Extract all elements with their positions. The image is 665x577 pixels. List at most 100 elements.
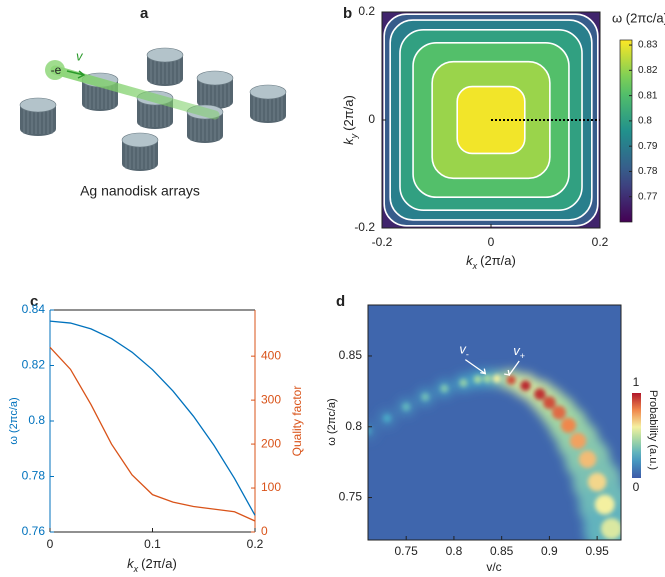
- electron-label: -e: [51, 63, 62, 77]
- x-tick-label: -0.2: [372, 235, 393, 249]
- probability-core: [578, 450, 597, 469]
- core-layer: [368, 374, 621, 540]
- x-tick-label: 0.75: [395, 544, 419, 558]
- annotation-sub: +: [520, 351, 525, 361]
- annotation: v-: [459, 342, 469, 360]
- disk-body: [137, 98, 173, 129]
- probability-core: [506, 375, 516, 385]
- x-axis-label: kx (2π/a): [466, 253, 516, 271]
- electron-beam: [50, 65, 220, 120]
- y-axis-label: ω (2πc/a): [326, 398, 338, 445]
- annotation-arrow: [504, 360, 520, 376]
- disk-top: [196, 70, 234, 86]
- x-tick-label: 0.95: [585, 544, 609, 558]
- line-series: [49, 346, 256, 522]
- y-axis-label: ky (2π/a): [341, 95, 359, 145]
- probability-core: [543, 396, 556, 410]
- x-tick-label: 0: [47, 537, 54, 551]
- y2-tick-label: 300: [261, 392, 281, 406]
- y-tick-label: 0: [368, 112, 375, 126]
- probability-core: [402, 402, 411, 411]
- disk-body: [250, 92, 286, 123]
- velocity-arrow: [66, 70, 86, 79]
- colorbar-tick-label: 0.82: [638, 65, 658, 76]
- probability-core: [569, 432, 587, 450]
- probability-core: [594, 494, 615, 515]
- annotation-main: v: [459, 342, 467, 357]
- colorbar-tick-label: 0.78: [638, 166, 658, 177]
- x-tick-label: 0.2: [247, 537, 264, 551]
- y-tick-label: -0.2: [354, 220, 375, 234]
- colorbar-tick-label: 0.83: [638, 40, 658, 51]
- y-tick-label: 0.82: [22, 358, 46, 372]
- x-tick-label: 0.8: [446, 544, 463, 558]
- y-axis-label-main: k: [341, 137, 356, 145]
- x-axis-label-unit: (2π/a): [141, 556, 177, 571]
- y-tick-label: 0.84: [22, 302, 46, 316]
- x-tick-label: 0.85: [490, 544, 514, 558]
- panel-label: d: [336, 293, 345, 310]
- probability-core: [440, 384, 449, 393]
- disk-top: [146, 47, 184, 63]
- y-tick-label: 0.78: [22, 469, 46, 483]
- colorbar-tick-label: 0.77: [638, 191, 658, 202]
- x-axis-label-sub: x: [133, 564, 139, 574]
- y2-tick-label: 100: [261, 480, 281, 494]
- y-axis-label-unit: (2π/a): [341, 95, 356, 131]
- line-series: [49, 320, 256, 516]
- colorbar-label: ω (2πc/a): [612, 10, 665, 25]
- annotation: v+: [513, 343, 525, 361]
- disk-body: [20, 105, 56, 136]
- y2-axis-label: Quality factor: [290, 386, 304, 457]
- plot-frame: [367, 304, 622, 541]
- panel-label: b: [343, 5, 352, 22]
- y2-tick-label: 0: [261, 524, 268, 538]
- y-tick-label: 0.8: [28, 413, 45, 427]
- x-axis-label: v/c: [486, 560, 501, 574]
- probability-core: [534, 388, 546, 400]
- colorbar-tick-label: 1: [633, 375, 640, 389]
- x-axis-label-main: k: [127, 556, 135, 571]
- y-tick-label: 0.85: [339, 348, 363, 362]
- colorbar-tick-label: 0: [633, 480, 640, 494]
- disk-top: [249, 84, 287, 100]
- y-tick-label: 0.75: [339, 490, 363, 504]
- x-tick-label: 0: [488, 235, 495, 249]
- colorbar: [619, 39, 633, 223]
- x-tick-label: 0.1: [144, 537, 161, 551]
- disk-body: [147, 55, 183, 86]
- x-tick-label: 0.2: [592, 235, 609, 249]
- probability-core: [459, 378, 468, 387]
- x-tick-label: 0.9: [541, 544, 558, 558]
- colorbar: [632, 393, 641, 478]
- velocity-label: v: [76, 48, 84, 63]
- y-tick-label: 0.8: [345, 419, 362, 433]
- y-tick-label: 0.76: [22, 524, 46, 538]
- y-axis-label: ω (2πc/a): [8, 397, 20, 444]
- probability-core: [368, 426, 372, 435]
- probability-core: [492, 374, 501, 383]
- y-axis-label-sub: y: [349, 133, 359, 139]
- probability-core: [421, 393, 430, 402]
- disk-top: [121, 132, 159, 148]
- disk-body: [197, 78, 233, 109]
- disk-body: [122, 140, 158, 171]
- panel-label: a: [140, 5, 149, 22]
- probability-core: [560, 417, 577, 433]
- colorbar-tick-label: 0.81: [638, 90, 658, 101]
- x-axis-label-unit: (2π/a): [480, 253, 516, 268]
- annotation-arrow: [464, 359, 487, 375]
- x-axis-label-main: k: [466, 253, 474, 268]
- y2-tick-label: 200: [261, 436, 281, 450]
- y2-tick-label: 400: [261, 348, 281, 362]
- electron: [45, 60, 65, 80]
- probability-core: [383, 414, 392, 423]
- colorbar-tick-label: 0.8: [638, 116, 652, 127]
- probability-core: [483, 374, 492, 383]
- probability-core: [473, 375, 482, 384]
- panel-label: c: [30, 293, 38, 310]
- probability-core: [587, 472, 607, 492]
- annotation-main: v: [513, 343, 521, 358]
- colorbar-tick-label: 0.79: [638, 141, 658, 152]
